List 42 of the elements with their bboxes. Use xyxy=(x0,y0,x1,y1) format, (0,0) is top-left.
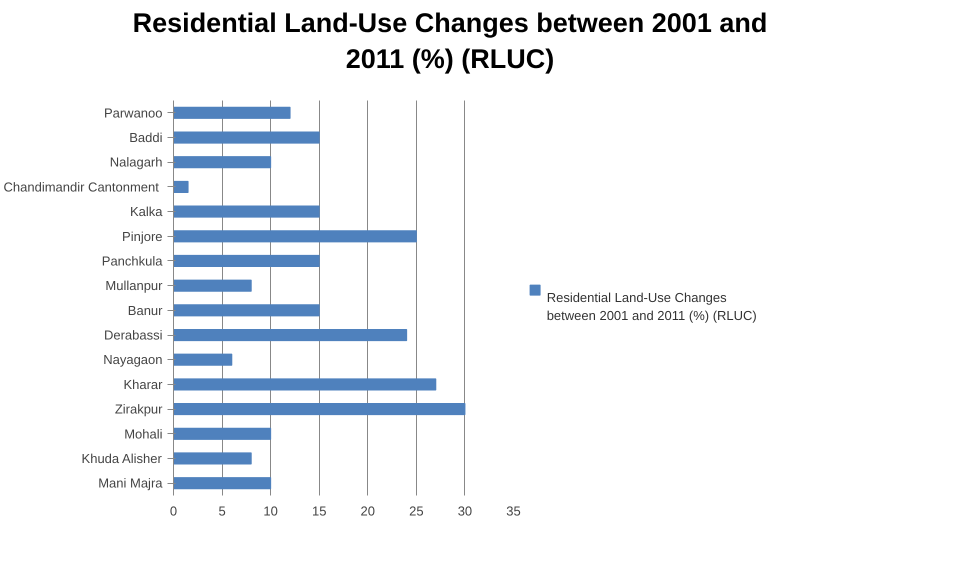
bar xyxy=(174,304,320,316)
legend-label: Residential Land-Use Changes between 2001 and 2011 (%) (RLUC) xyxy=(546,290,757,324)
bar xyxy=(174,131,320,144)
y-tick-label: Mohali xyxy=(124,426,163,442)
bar xyxy=(174,230,417,242)
bar xyxy=(174,254,320,268)
bar xyxy=(174,206,320,218)
y-tick-label: Zirakpur xyxy=(114,402,164,417)
x-tick-label: 20 xyxy=(360,504,376,518)
bar xyxy=(174,328,408,342)
y-tick-label: Mani Majra xyxy=(98,476,164,491)
y-tick-label: Kalka xyxy=(130,204,164,220)
chart-title: Residential Land-Use Changes between 2001 and 2011 (%) (RLUC) xyxy=(132,7,768,76)
x-tick-label: 5 xyxy=(218,504,226,518)
bar xyxy=(174,403,466,416)
y-tick-label: Nayagaon xyxy=(103,352,163,368)
y-tick-label: Khuda Alisher xyxy=(82,450,162,466)
y-tick-label: Parwanoo xyxy=(104,105,163,120)
bar xyxy=(174,477,272,490)
y-tick-label: Mullanpur xyxy=(105,278,164,294)
y-tick-label: Derabassi xyxy=(104,328,163,343)
y-tick-label: Banur xyxy=(128,302,164,318)
x-tick-label: 30 xyxy=(458,504,472,518)
bar xyxy=(174,428,272,440)
x-tick-label: 25 xyxy=(409,504,424,518)
y-tick-label: Panchkula xyxy=(102,253,164,268)
bar xyxy=(174,452,252,465)
bar xyxy=(174,106,291,119)
y-tick-label: Kharar xyxy=(123,376,164,392)
x-tick-label: 0 xyxy=(170,504,178,518)
bar xyxy=(174,156,272,168)
x-tick-label: 35 xyxy=(506,504,521,518)
y-tick-label: Baddi xyxy=(129,130,163,146)
x-tick-label: 15 xyxy=(312,504,326,518)
y-tick-label: Nalagarh xyxy=(110,154,163,170)
bar xyxy=(174,180,189,193)
x-tick-label: 10 xyxy=(263,504,278,518)
bar xyxy=(174,354,232,366)
bar xyxy=(174,280,252,292)
y-tick-label: Chandimandir Cantonment xyxy=(4,179,160,194)
y-tick-label: Pinjore xyxy=(122,228,162,244)
bar xyxy=(174,378,436,390)
